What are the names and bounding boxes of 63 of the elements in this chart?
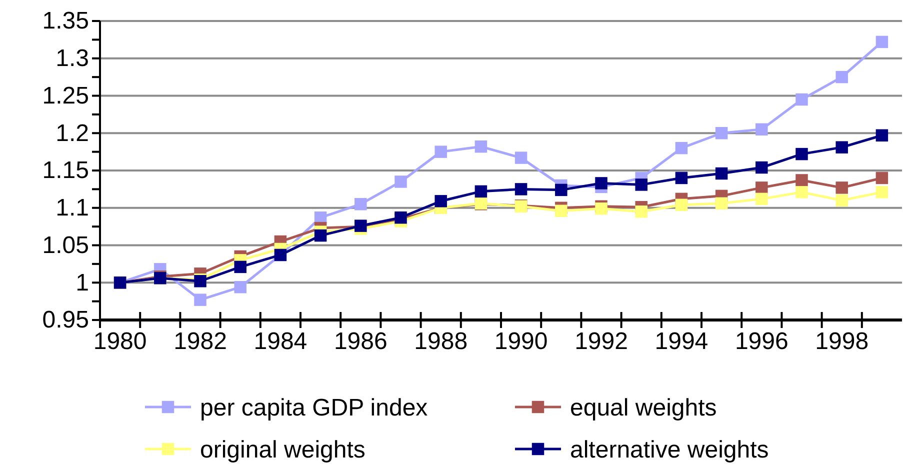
- point: [756, 192, 768, 206]
- x-tick-label: 1990: [494, 328, 548, 356]
- point: [675, 172, 688, 184]
- point: [836, 70, 848, 84]
- point: [234, 280, 246, 294]
- x-tick-label: 1980: [93, 328, 147, 356]
- point: [796, 174, 808, 186]
- point: [474, 185, 488, 198]
- point: [715, 127, 728, 140]
- point: [715, 197, 728, 210]
- point: [796, 186, 808, 198]
- point: [756, 161, 768, 174]
- point: [595, 202, 608, 215]
- y-tick-label: 1.05: [42, 232, 89, 259]
- y-tick-label: 1: [76, 269, 89, 296]
- y-tick-label: 1.35: [42, 8, 89, 35]
- point: [474, 140, 488, 153]
- point: [836, 194, 848, 207]
- point: [314, 229, 327, 242]
- x-tick-label: 1996: [734, 328, 788, 356]
- point: [555, 184, 568, 196]
- point: [354, 198, 367, 210]
- y-tick-label: 1.2: [56, 120, 89, 147]
- point: [514, 152, 528, 164]
- point: [836, 141, 848, 154]
- point: [796, 93, 808, 106]
- point: [394, 176, 407, 188]
- x-tick-label: 1988: [414, 328, 468, 356]
- point: [796, 148, 808, 160]
- y-tick-label: 1.3: [56, 45, 89, 72]
- point: [836, 182, 848, 194]
- point: [555, 204, 568, 217]
- y-tick-label: 1.15: [42, 157, 89, 184]
- x-tick-label: 1998: [815, 328, 869, 356]
- point: [715, 167, 728, 180]
- x-tick-label: 1982: [174, 328, 227, 356]
- x-tick-label: 1986: [334, 328, 388, 356]
- legend-label: equal weights: [570, 394, 717, 422]
- x-tick-label: 1992: [574, 328, 628, 356]
- point: [675, 198, 688, 212]
- point: [756, 123, 768, 136]
- point: [595, 177, 608, 190]
- x-tick-label: 1984: [254, 328, 308, 356]
- point: [434, 146, 447, 158]
- point: [234, 260, 246, 274]
- x-tick-label: 1994: [654, 328, 708, 356]
- point: [876, 172, 888, 184]
- legend-label: per capita GDP index: [200, 394, 428, 422]
- point: [514, 183, 528, 196]
- y-tick-label: 1.25: [42, 82, 89, 110]
- y-tick-label: 0.95: [42, 306, 89, 334]
- point: [876, 186, 888, 198]
- point: [635, 205, 648, 218]
- point: [756, 182, 768, 194]
- point: [194, 294, 206, 306]
- legend-label: original weights: [200, 436, 366, 464]
- point: [876, 36, 888, 48]
- legend-label: alternative weights: [570, 436, 769, 464]
- point: [876, 129, 888, 142]
- point: [635, 178, 648, 191]
- point: [675, 142, 688, 154]
- point: [434, 195, 447, 208]
- y-tick-label: 1.1: [56, 194, 89, 222]
